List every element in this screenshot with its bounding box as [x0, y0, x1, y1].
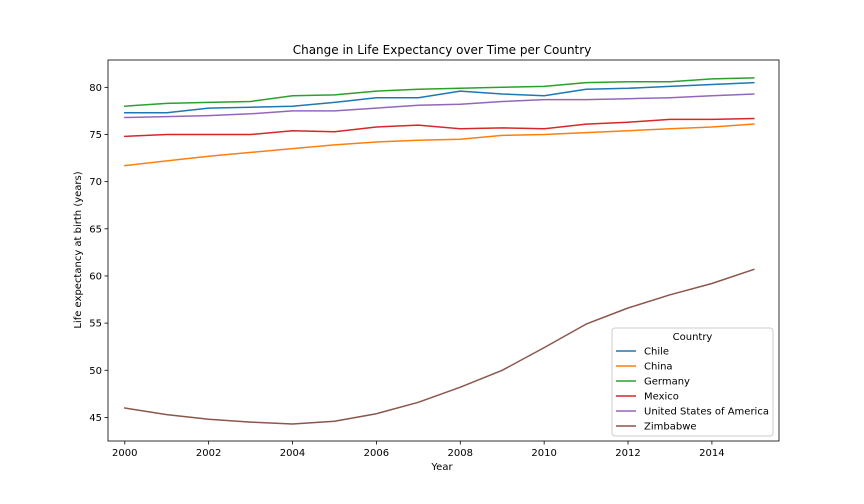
x-axis-title: Year	[430, 462, 453, 473]
legend-label-germany: Germany	[644, 377, 690, 388]
x-tick-label: 2004	[280, 448, 305, 459]
y-tick-label: 70	[89, 177, 102, 188]
series-line-united-states-of-america	[124, 93, 755, 119]
legend-label-zimbabwe: Zimbabwe	[644, 422, 697, 433]
legend: Country Chile China Germany Mexico United Sta…	[611, 327, 774, 437]
legend-box	[611, 327, 774, 437]
y-tick-label: 50	[89, 366, 102, 377]
y-tick-label: 80	[89, 83, 102, 94]
chart-title: Change in Life Expectancy over Time per …	[293, 43, 592, 57]
x-tick-label: 2014	[699, 448, 724, 459]
x-tick-label: 2010	[531, 448, 556, 459]
x-tick-label: 2002	[196, 448, 221, 459]
x-tick-label: 2008	[448, 448, 473, 459]
plot-area: 2000 2002 2004 2006 2008 2010 2012 2014 45 50 55 60…	[89, 59, 780, 459]
series-line-zimbabwe	[123, 268, 755, 425]
series-line-china	[123, 123, 755, 167]
series-line-germany	[124, 77, 755, 107]
y-tick-label: 55	[89, 319, 102, 330]
legend-label-united-states-of-america: United States of America	[644, 407, 769, 418]
legend-label-china: China	[644, 362, 673, 373]
series-line-chile	[124, 81, 755, 114]
x-tick-label: 2006	[364, 448, 389, 459]
series-line-mexico	[124, 117, 755, 138]
y-tick-label: 60	[89, 271, 102, 282]
x-tick-label: 2012	[615, 448, 640, 459]
y-axis-title: Life expectancy at birth (years)	[73, 171, 84, 328]
y-tick-label: 65	[89, 224, 102, 235]
x-tick-label: 2000	[112, 448, 137, 459]
legend-title: Country	[673, 332, 713, 343]
legend-label-mexico: Mexico	[644, 392, 679, 403]
y-tick-label: 75	[89, 130, 102, 141]
axes-frame	[107, 59, 780, 442]
y-tick-label: 45	[89, 413, 102, 424]
legend-label-chile: Chile	[644, 347, 669, 358]
